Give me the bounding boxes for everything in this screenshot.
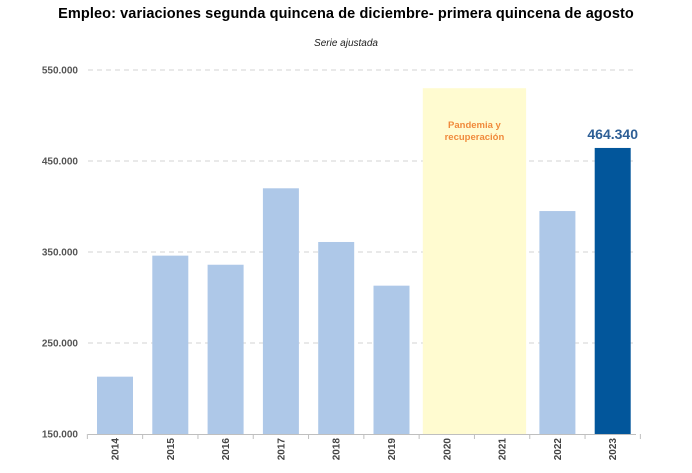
data-label: 464.340 <box>587 126 638 142</box>
bar-2016 <box>207 264 244 434</box>
y-tick-label: 150.000 <box>42 430 79 441</box>
y-tick-label: 350.000 <box>42 248 79 259</box>
bar-2018 <box>318 241 355 434</box>
bar-2014 <box>97 376 133 434</box>
x-tick-label: 2021 <box>498 438 509 461</box>
data-labels: 464.340 <box>587 126 638 142</box>
x-tick-label: 2020 <box>442 438 453 461</box>
axes: 150.000 250.000 350.000 450.000 550.000 2014 2… <box>42 66 641 461</box>
x-tick-label: 2014 <box>111 438 122 461</box>
pandemic-band-area <box>422 88 527 434</box>
x-tick-label: 2016 <box>221 438 232 461</box>
bar-2023 <box>594 147 631 434</box>
chart-subtitle: Serie ajustada <box>314 38 378 49</box>
bars <box>97 147 631 434</box>
bar-2022 <box>539 211 576 434</box>
bar-2017 <box>262 188 299 434</box>
band-label: Pandemia y <box>448 120 502 131</box>
chart-title: Empleo: variaciones segunda quincena de … <box>58 6 634 22</box>
y-tick-label: 550.000 <box>42 66 79 77</box>
band-label: recuperación <box>445 132 505 143</box>
x-tick-label: 2018 <box>332 438 343 461</box>
x-tick-label: 2022 <box>553 438 564 461</box>
bar-2019 <box>373 285 410 434</box>
x-tick-label: 2015 <box>166 438 177 461</box>
x-tick-label: 2019 <box>387 438 398 461</box>
bar-2015 <box>152 255 189 434</box>
x-tick-label: 2017 <box>276 438 287 461</box>
x-tick-label: 2023 <box>608 438 619 461</box>
y-tick-label: 450.000 <box>42 157 79 168</box>
y-tick-label: 250.000 <box>42 339 79 350</box>
